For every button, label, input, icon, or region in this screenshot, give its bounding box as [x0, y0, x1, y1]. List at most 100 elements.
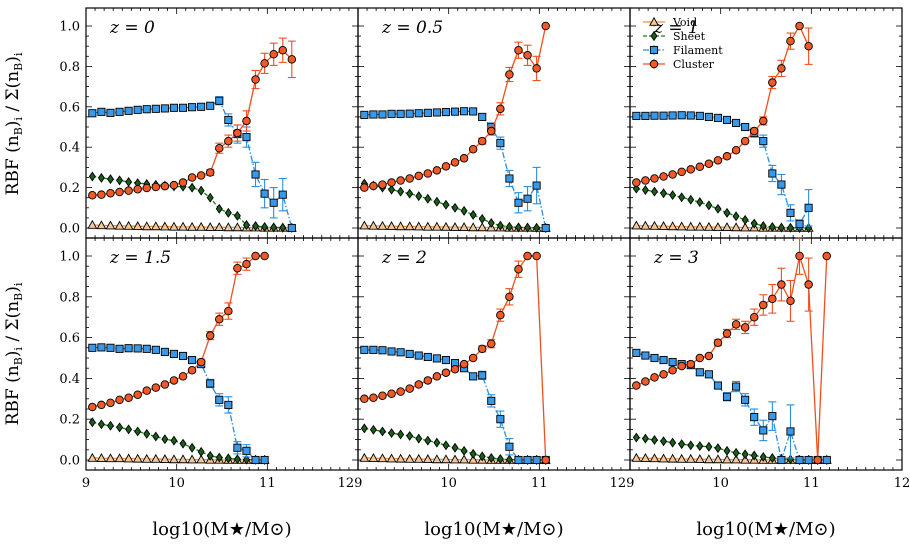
data-point: [261, 222, 269, 232]
panel-2: z = 0.5: [357, 7, 631, 239]
data-point: [523, 455, 532, 465]
data-point: [224, 115, 233, 124]
legend-marker: [649, 59, 659, 69]
data-point: [187, 221, 198, 231]
data-point: [160, 347, 169, 356]
data-point: [368, 453, 379, 462]
data-point: [159, 454, 170, 463]
data-point: [450, 158, 460, 167]
data-point: [106, 174, 114, 185]
data-point: [170, 435, 178, 446]
data-point: [687, 440, 695, 451]
data-point: [514, 222, 522, 233]
data-point: [260, 59, 269, 68]
data-point: [442, 199, 450, 210]
data-point: [795, 455, 804, 465]
data-point: [750, 413, 759, 422]
data-point: [387, 347, 396, 356]
data-point: [395, 221, 406, 231]
data-point: [759, 426, 768, 435]
data-point: [214, 222, 225, 232]
data-point: [97, 107, 106, 116]
data-point: [206, 192, 214, 203]
data-point: [224, 400, 233, 409]
data-point: [143, 428, 151, 439]
data-point: [125, 176, 133, 187]
data-point: [660, 436, 668, 447]
data-point: [397, 186, 405, 197]
data-point: [269, 198, 278, 207]
data-point: [404, 221, 415, 231]
data-point: [369, 181, 378, 191]
series-line: [636, 457, 827, 461]
data-point: [704, 112, 713, 121]
data-point: [795, 251, 804, 261]
y-tick-label: 1.0: [59, 20, 80, 35]
data-point: [768, 452, 776, 463]
data-point: [532, 455, 541, 465]
data-point: [97, 172, 105, 183]
data-point: [768, 78, 777, 87]
data-point: [414, 351, 423, 360]
data-point: [97, 400, 106, 410]
data-point: [632, 111, 641, 120]
data-point: [133, 105, 142, 114]
data-point: [541, 455, 550, 465]
data-point: [106, 343, 115, 352]
data-point: [386, 453, 397, 463]
data-point: [242, 116, 251, 126]
data-point: [224, 306, 233, 316]
data-point: [786, 222, 794, 233]
data-point: [686, 165, 695, 174]
data-point: [795, 21, 804, 31]
data-point: [678, 192, 686, 203]
data-point: [396, 109, 405, 118]
data-point: [88, 343, 97, 352]
data-point: [378, 346, 387, 355]
data-point: [187, 365, 197, 375]
y-tick-label: 0.0: [59, 222, 80, 237]
data-point: [414, 380, 423, 389]
data-point: [369, 424, 377, 435]
data-point: [432, 372, 442, 381]
y-tick-label: 0.4: [59, 372, 80, 387]
data-point: [106, 108, 115, 117]
data-point: [631, 452, 642, 462]
data-point: [423, 169, 433, 178]
data-point: [496, 220, 504, 231]
data-point: [196, 221, 207, 231]
data-point: [415, 433, 423, 444]
data-point: [169, 103, 178, 112]
data-point: [786, 296, 795, 306]
data-point: [468, 144, 478, 154]
data-point: [151, 345, 160, 354]
data-point: [450, 454, 460, 464]
data-point: [478, 451, 486, 462]
data-point: [695, 162, 705, 172]
series-cluster: [88, 251, 269, 412]
series-sheet: [632, 183, 813, 233]
data-point: [712, 454, 723, 464]
data-point: [741, 122, 750, 132]
data-point: [677, 167, 686, 177]
data-point: [178, 103, 188, 112]
data-point: [667, 453, 678, 463]
data-point: [649, 220, 660, 230]
data-point: [641, 351, 650, 360]
x-tick-label: 12: [894, 476, 910, 491]
data-point: [215, 395, 224, 404]
data-point: [714, 203, 722, 214]
data-point: [424, 435, 432, 446]
data-point: [696, 441, 704, 452]
data-point: [650, 373, 659, 382]
data-point: [658, 453, 669, 463]
data-point: [178, 178, 188, 187]
ylabel-top: RBF (nB)i / Σ(nB)i: [3, 52, 25, 195]
data-point: [252, 220, 260, 231]
data-point: [106, 420, 114, 431]
series-line: [636, 352, 827, 463]
data-point: [133, 344, 142, 353]
data-point: [487, 217, 495, 228]
data-point: [224, 453, 232, 464]
data-point: [141, 453, 152, 463]
